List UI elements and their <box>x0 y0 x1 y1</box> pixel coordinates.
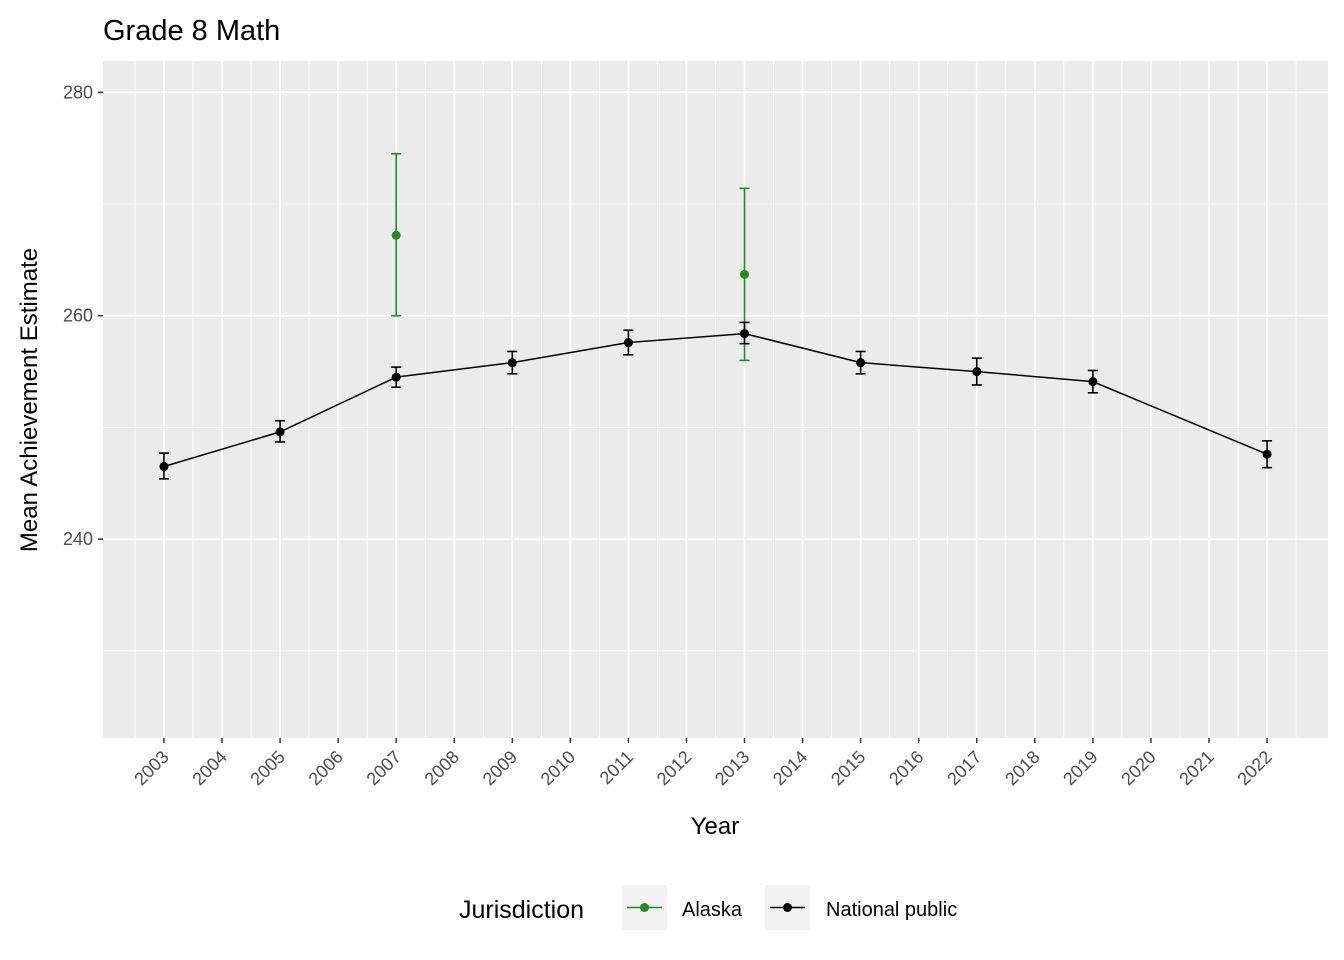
x-tick-label: 2007 <box>363 747 405 789</box>
x-axis-title: Year <box>691 813 740 840</box>
data-point <box>623 338 633 348</box>
data-point <box>275 427 285 437</box>
grid-major <box>103 61 1328 738</box>
data-point <box>391 372 401 382</box>
y-tick-label: 260 <box>63 306 93 326</box>
data-point <box>1088 377 1098 387</box>
data-point <box>972 367 982 377</box>
x-tick-label: 2018 <box>1001 747 1043 789</box>
x-tick-label: 2021 <box>1175 747 1217 789</box>
x-tick-label: 2009 <box>479 747 521 789</box>
y-axis: 240 260 280 <box>63 82 103 549</box>
data-point <box>740 329 750 339</box>
x-tick-label: 2022 <box>1233 747 1275 789</box>
legend-title: Jurisdiction <box>459 896 584 924</box>
legend-key-national-point <box>783 903 792 912</box>
series-line <box>163 332 1268 468</box>
y-tick-label: 280 <box>63 82 93 102</box>
data-point <box>1262 449 1272 459</box>
x-tick-label: 2006 <box>304 747 346 789</box>
x-tick-label: 2005 <box>246 747 288 789</box>
chart-title: Grade 8 Math <box>103 15 280 47</box>
data-point <box>856 358 866 368</box>
x-tick-label: 2012 <box>653 747 695 789</box>
data-point <box>159 462 169 472</box>
series-layer <box>158 152 1273 480</box>
legend-label-alaska: Alaska <box>682 899 743 921</box>
grid-minor <box>103 61 1328 738</box>
x-tick-label: 2008 <box>421 747 463 789</box>
x-tick-label: 2013 <box>711 747 753 789</box>
x-tick-label: 2010 <box>537 747 579 789</box>
legend-label-national-public: National public <box>826 899 957 921</box>
data-point <box>740 269 750 279</box>
x-tick-label: 2003 <box>130 747 172 789</box>
x-tick-label: 2015 <box>827 747 869 789</box>
x-tick-label: 2004 <box>188 747 230 789</box>
x-tick-label: 2014 <box>769 747 811 789</box>
series-national-public <box>158 321 1273 480</box>
y-tick-label: 240 <box>63 529 93 549</box>
x-tick-label: 2020 <box>1117 747 1159 789</box>
data-point <box>507 358 517 368</box>
x-tick-label: 2011 <box>596 747 638 789</box>
x-axis: 2003 2004 2005 2006 2007 2008 2009 2010 2011 2012… <box>130 738 1276 789</box>
data-point <box>391 230 401 240</box>
legend-key-alaska-point <box>640 903 649 912</box>
legend: Jurisdiction Alaska National public <box>459 885 957 930</box>
x-tick-label: 2017 <box>943 747 985 789</box>
x-tick-label: 2019 <box>1059 747 1101 789</box>
x-tick-label: 2016 <box>885 747 927 789</box>
y-axis-title: Mean Achievement Estimate <box>16 248 43 552</box>
